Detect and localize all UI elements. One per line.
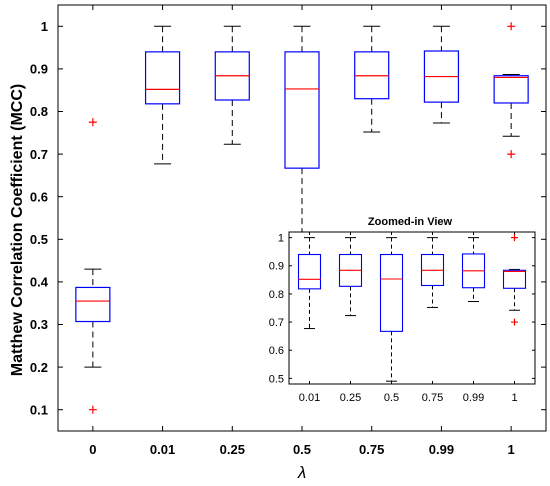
y-tick-label: 0.4 <box>30 275 49 290</box>
y-tick-label: 0.6 <box>30 189 48 204</box>
inset-x-tick-label: 0.01 <box>299 392 320 404</box>
x-axis-label: λ <box>297 463 306 482</box>
iqr-box <box>144 51 181 105</box>
inset-x-tick-label: 0.75 <box>422 392 443 404</box>
iqr-box <box>493 75 529 104</box>
iqr-box <box>75 286 111 323</box>
y-tick-label: 0.8 <box>30 104 48 119</box>
inset-outlier-marker <box>511 318 518 326</box>
outlier-marker <box>88 118 97 127</box>
outlier-marker <box>88 405 97 414</box>
inset-x-tick-label: 0.99 <box>463 392 484 404</box>
y-tick-label: 0.1 <box>30 402 48 417</box>
y-tick-label: 0.9 <box>30 62 48 77</box>
x-tick-label: 0.75 <box>359 442 384 457</box>
inset-x-tick-label: 0.5 <box>384 392 399 404</box>
x-tick-label: 0 <box>89 442 96 457</box>
y-tick-label: 0.3 <box>30 317 48 332</box>
inset-x-tick-label: 1 <box>511 392 517 404</box>
x-tick-label: 0.5 <box>293 442 311 457</box>
inset-iqr-box <box>379 253 404 332</box>
y-tick-label: 1 <box>41 19 48 34</box>
y-axis-label: Matthew Correlation Coefficient (MCC) <box>9 84 26 376</box>
main-boxplot: 0.10.20.30.40.50.60.70.80.910 0.01 0.25 0.5… <box>30 4 547 457</box>
inset-y-tick-label: 0.7 <box>269 317 284 329</box>
inset-plot-frame <box>288 231 536 385</box>
inset-iqr-box <box>297 253 322 290</box>
inset-y-tick-label: 0.9 <box>269 261 284 273</box>
x-tick-label: 1 <box>508 442 515 457</box>
y-tick-label: 0.7 <box>30 147 48 162</box>
y-tick-label: 0.5 <box>30 232 48 247</box>
iqr-box <box>284 51 320 169</box>
inset-y-tick-label: 0.5 <box>269 373 284 385</box>
x-tick-label: 0.01 <box>150 442 175 457</box>
inset-y-tick-label: 0.8 <box>269 289 284 301</box>
inset-title: Zoomed-in View <box>368 216 453 228</box>
y-tick-label: 0.2 <box>30 360 48 375</box>
inset-x-tick-label: 0.25 <box>340 392 361 404</box>
outlier-marker <box>507 150 516 159</box>
inset-iqr-box <box>502 269 527 289</box>
inset-boxplot: 0.5 0.6 0.7 0.8 0.9 1 0.01 0.25 0.5 0.75 0.99 1 <box>269 231 536 404</box>
inset-y-tick-label: 0.6 <box>269 345 284 357</box>
inset-y-tick-label: 1 <box>278 233 284 245</box>
inset-outlier-marker <box>511 234 518 242</box>
outlier-marker <box>507 22 516 31</box>
x-tick-label: 0.99 <box>429 442 454 457</box>
x-tick-label: 0.25 <box>220 442 245 457</box>
